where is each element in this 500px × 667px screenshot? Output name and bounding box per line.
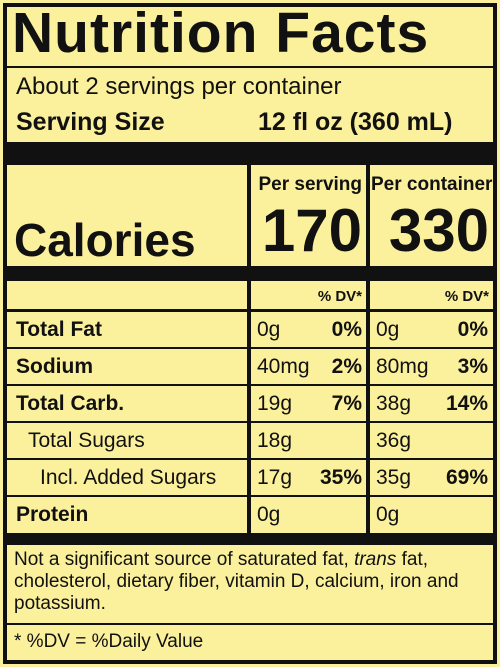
footnote-text: fat, cholesterol, dietary fiber, vitamin… [14, 549, 459, 614]
nutrient-name: Total Carb. [16, 392, 125, 415]
dv: 0% [457, 318, 488, 341]
nutrient-name: Sodium [16, 355, 93, 378]
dv-header: % DV* [317, 288, 362, 305]
amount: 38g [376, 392, 412, 415]
amount: 18g [257, 429, 293, 452]
serving-size-label: Serving Size [16, 108, 165, 136]
column-divider [366, 165, 370, 533]
divider [7, 458, 493, 460]
divider [7, 533, 493, 545]
footnote-text: Not a significant source of saturated fa… [14, 549, 355, 570]
servings: About 2 servings per container [16, 73, 342, 100]
column-divider [247, 165, 251, 533]
dv: 35% [319, 466, 362, 489]
nutrient-name: Incl. Added Sugars [40, 466, 217, 489]
dv: 2% [331, 355, 362, 378]
amount: 0g [257, 318, 281, 341]
dv: 7% [331, 392, 362, 415]
amount: 0g [376, 503, 400, 526]
calories-value: 170 [261, 197, 362, 264]
amount: 0g [376, 318, 400, 341]
nutrient-name: Total Sugars [28, 429, 145, 452]
divider [7, 347, 493, 349]
divider [7, 623, 493, 625]
dv: 14% [445, 392, 488, 415]
divider [7, 66, 493, 68]
amount: 17g [257, 466, 293, 489]
divider [7, 384, 493, 386]
calories-label: Calories [14, 214, 196, 266]
dv-note: * %DV = %Daily Value [14, 631, 204, 652]
dv: 69% [445, 466, 488, 489]
dv-header: % DV* [444, 288, 489, 305]
serving-size-value: 12 fl oz (360 mL) [258, 108, 453, 136]
amount: 80mg [376, 355, 429, 378]
divider [7, 421, 493, 423]
column-header: Per serving [258, 174, 363, 195]
amount: 19g [257, 392, 293, 415]
footnote: Not a significant source of saturated fa… [14, 549, 486, 615]
amount: 40mg [257, 355, 310, 378]
column-header: Per container [371, 174, 493, 195]
nutrient-name: Protein [16, 503, 89, 526]
divider [7, 142, 493, 165]
divider [7, 495, 493, 497]
calories-value: 330 [388, 197, 489, 264]
divider [7, 309, 493, 312]
divider [7, 266, 493, 281]
border [3, 3, 497, 664]
amount: 35g [376, 466, 412, 489]
dv: 0% [331, 318, 362, 341]
footnote-text: trans [354, 549, 397, 570]
nutrient-name: Total Fat [16, 318, 102, 341]
dv: 3% [457, 355, 488, 378]
title: Nutrition Facts [12, 1, 430, 65]
amount: 0g [257, 503, 281, 526]
amount: 36g [376, 429, 412, 452]
